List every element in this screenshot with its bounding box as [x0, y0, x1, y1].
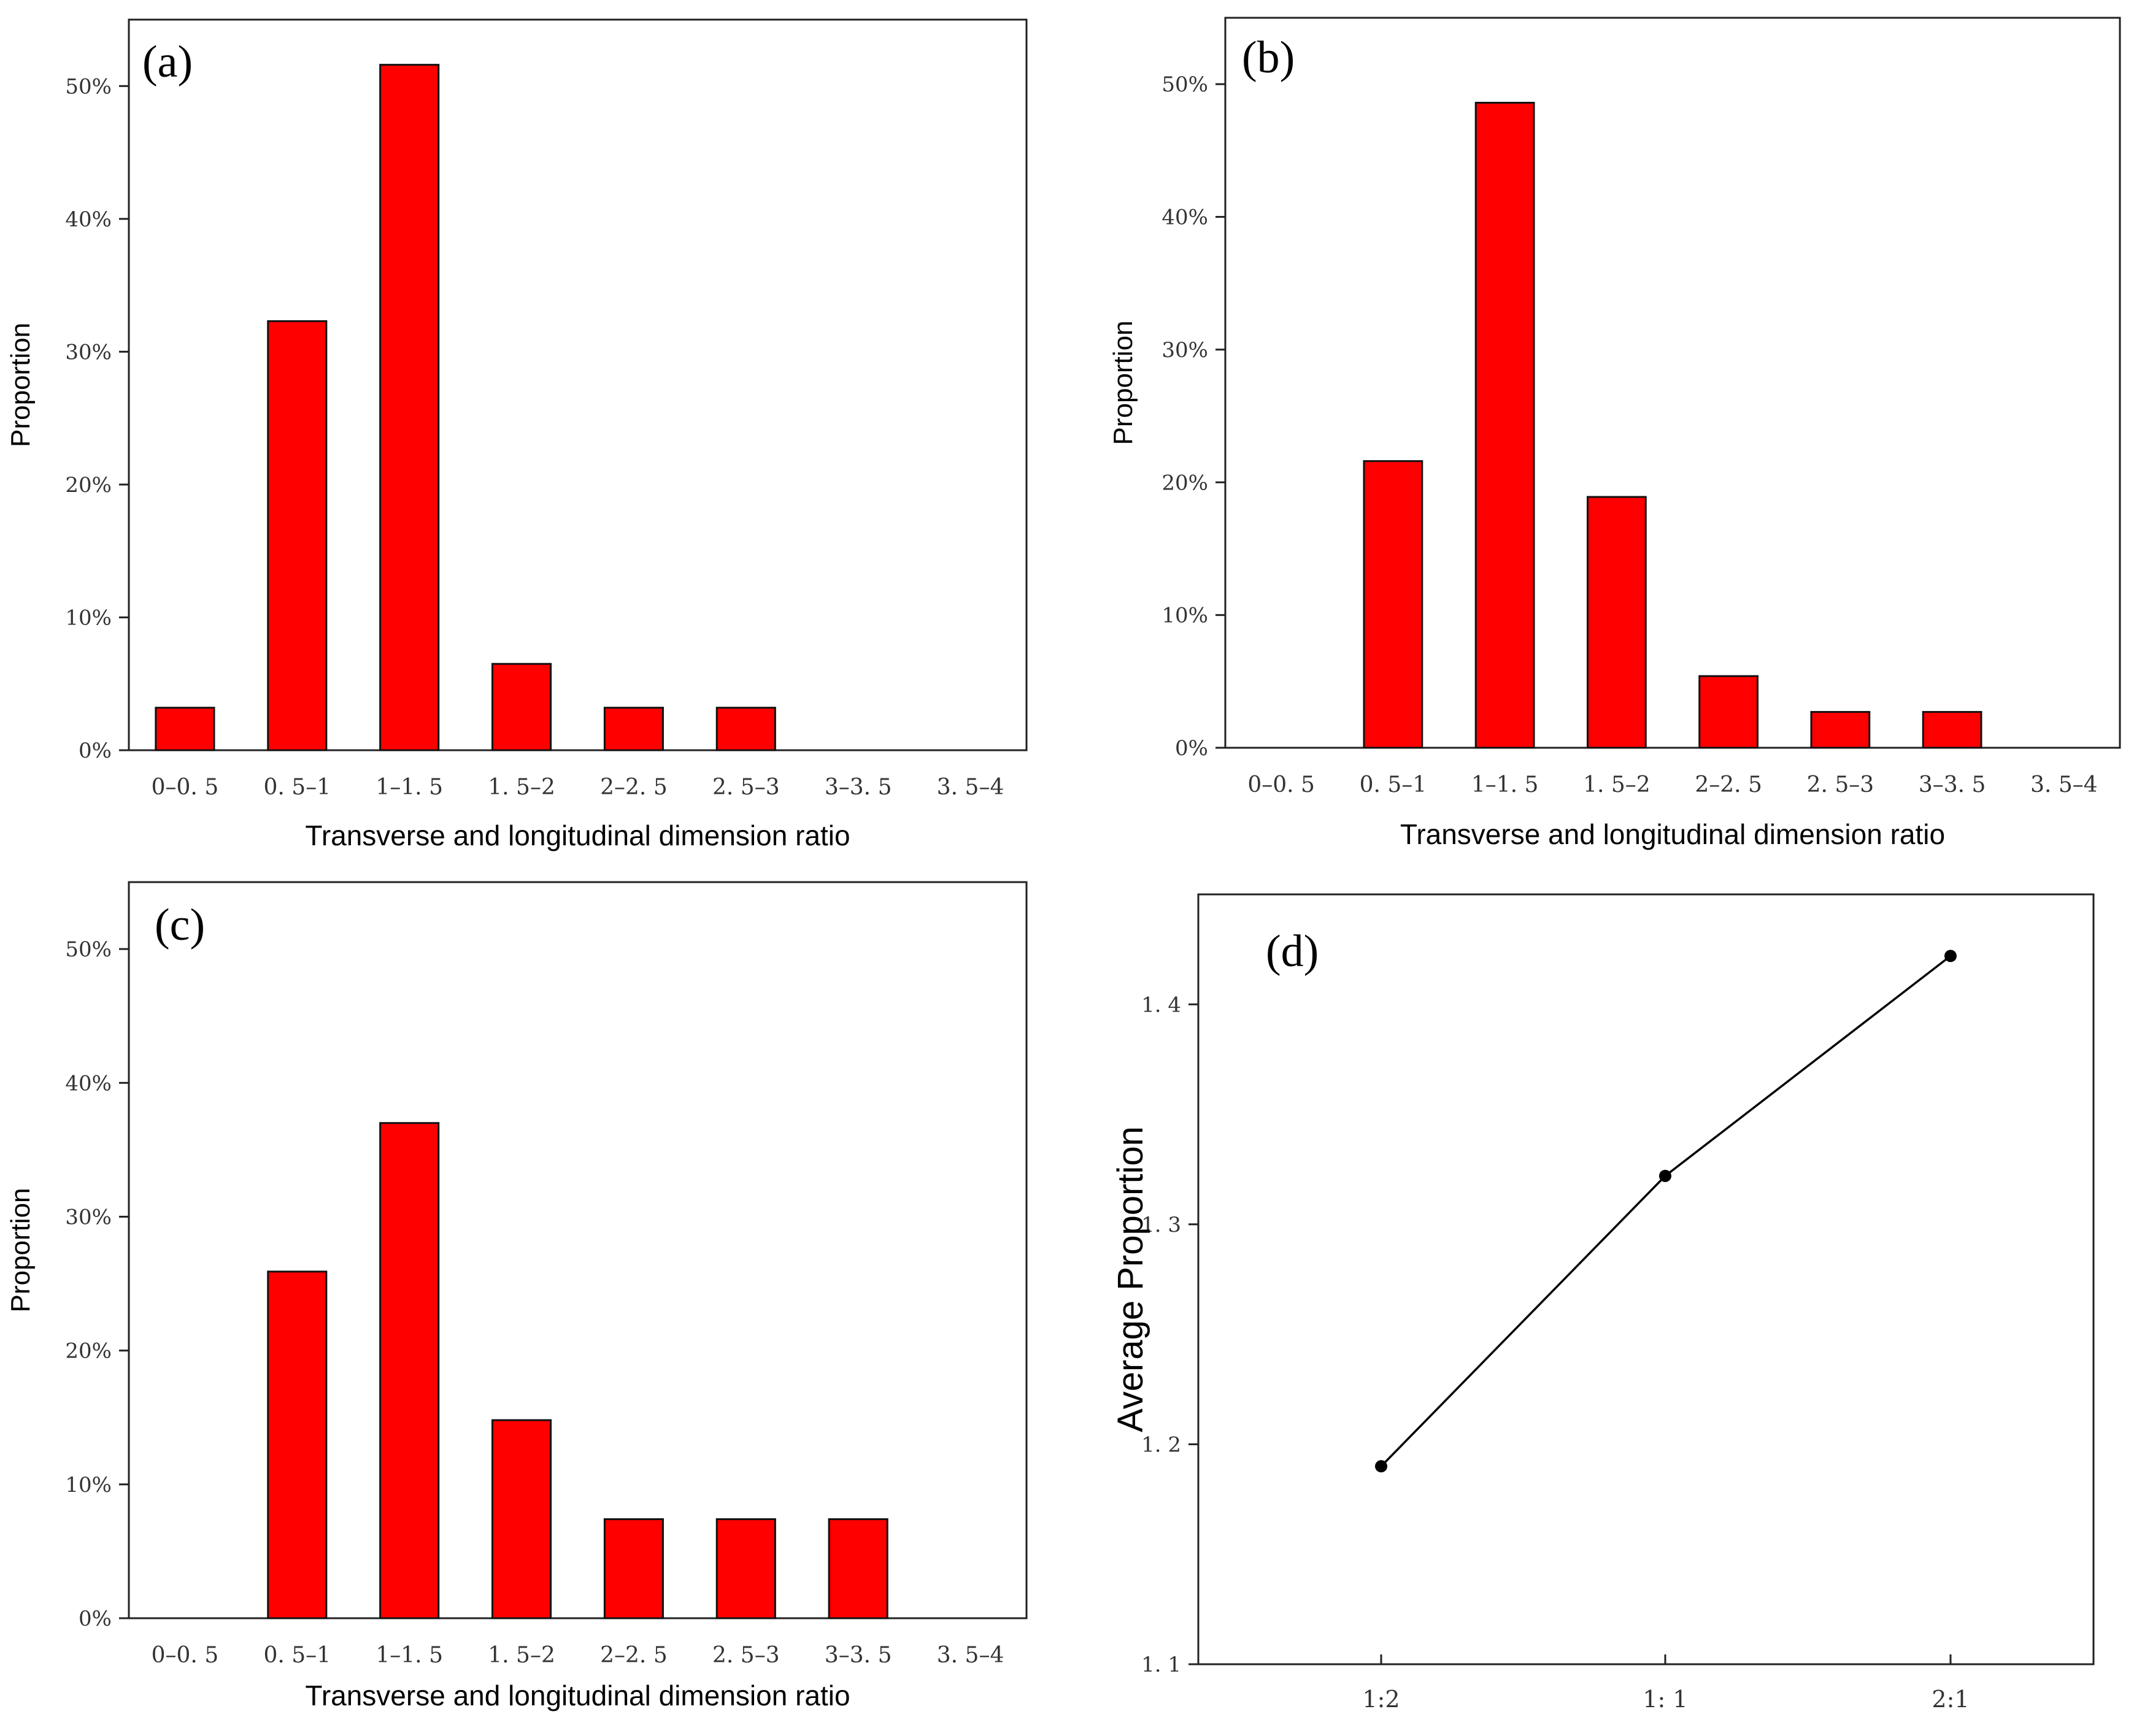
chart-panel-d: 1. 1 1. 2 1. 3 1. 4 Average Proportion (d) 1:2… — [1111, 893, 2095, 1713]
x-tick-label: 2–2. 5 — [600, 775, 668, 800]
bar-2.5-3 — [715, 1518, 776, 1619]
x-tick-label: 3. 5–4 — [937, 1643, 1004, 1668]
y-tick-label: 1. 3 — [1141, 1213, 1181, 1237]
panel-label: (a) — [142, 37, 193, 87]
y-tick-label: 1. 2 — [1141, 1432, 1181, 1457]
x-tick-label: 1–1. 5 — [376, 1643, 443, 1668]
x-tick-label: 3–3. 5 — [825, 775, 892, 800]
x-tick-label: 0. 5–1 — [1360, 772, 1427, 797]
y-tick-label: 0% — [79, 739, 112, 763]
x-tick-label: 2–2. 5 — [600, 1643, 668, 1668]
bar-1-1.5 — [1474, 101, 1535, 749]
bar-1.5-2 — [491, 1419, 552, 1619]
y-tick-label: 40% — [65, 207, 112, 232]
bar-0.5-1 — [1363, 460, 1423, 749]
y-tick-label: 10% — [65, 605, 112, 630]
y-tick-label: 20% — [65, 473, 112, 497]
data-point-1:1 — [1659, 1169, 1671, 1182]
data-point-2:1 — [1944, 950, 1957, 962]
y-tick-label: 0% — [79, 1607, 112, 1631]
bar-2-2.5 — [603, 1518, 664, 1619]
y-tick-label: 1. 1 — [1141, 1653, 1181, 1677]
y-tick-label: 40% — [1161, 205, 1208, 230]
x-tick-label: 2. 5–3 — [712, 775, 780, 800]
bar-2.5-3 — [1810, 711, 1871, 749]
bar-1-1.5 — [379, 1122, 440, 1619]
bar-1.5-2 — [491, 663, 552, 751]
x-tick-label: 1. 5–2 — [488, 775, 555, 800]
plot-frame — [128, 881, 1028, 1619]
plot-frame — [1224, 17, 2121, 749]
y-axis-title: Proportion — [6, 323, 36, 447]
x-axis-title: Transverse and longitudinal dimension ra… — [305, 820, 850, 851]
x-axis-title: Transverse and longitudinal dimension ra… — [305, 1680, 850, 1711]
y-tick-label: 30% — [65, 1205, 112, 1229]
panel-label: (c) — [155, 900, 205, 950]
y-axis-title: Proportion — [1108, 320, 1138, 445]
y-tick-label: 0% — [1175, 736, 1208, 761]
x-tick-label: 0–0. 5 — [1247, 772, 1315, 797]
x-tick-label: 1–1. 5 — [376, 775, 443, 800]
y-tick-label: 10% — [65, 1473, 112, 1497]
y-tick-label: 50% — [65, 74, 112, 99]
x-tick-label: 1–1. 5 — [1471, 772, 1539, 797]
bar-1.5-2 — [1586, 496, 1647, 749]
x-tick-label: 3–3. 5 — [1919, 772, 1986, 797]
y-tick-label: 10% — [1161, 604, 1208, 628]
y-tick-label: 50% — [1161, 72, 1208, 97]
y-tick-label: 30% — [1161, 338, 1208, 363]
chart-panel-b: 0% 10% 20% 30% 40% 50% Proportion (b) 0–0. 5 0. 5… — [1108, 17, 2121, 850]
x-tick-label: 3. 5–4 — [937, 775, 1004, 800]
bar-2-2.5 — [1698, 675, 1759, 749]
x-tick-label: 1: 1 — [1643, 1686, 1687, 1713]
x-tick-label: 3. 5–4 — [2030, 772, 2098, 797]
y-axis-title: Average Proportion — [1111, 1126, 1150, 1432]
y-axis-title: Proportion — [6, 1188, 36, 1312]
bar-0.5-1 — [267, 320, 328, 751]
y-tick-label: 50% — [65, 937, 112, 962]
x-tick-label: 0–0. 5 — [152, 775, 219, 800]
x-axis-title: Transverse and longitudinal dimension ra… — [1400, 818, 1945, 850]
plot-frame — [128, 18, 1028, 751]
x-tick-label: 1. 5–2 — [1583, 772, 1651, 797]
y-tick-label: 20% — [1161, 470, 1208, 495]
x-tick-label: 3–3. 5 — [825, 1643, 892, 1668]
x-tick-label: 1. 5–2 — [488, 1643, 555, 1668]
chart-panel-c: 0% 10% 20% 30% 40% 50% Proportion (c) 0–0. 5 0. 5… — [6, 881, 1028, 1711]
y-tick-label: 30% — [65, 340, 112, 364]
x-tick-label: 2. 5–3 — [1807, 772, 1874, 797]
bar-0-0.5 — [155, 707, 215, 751]
panel-label: (d) — [1266, 926, 1319, 977]
x-tick-label: 2–2. 5 — [1695, 772, 1762, 797]
y-tick-label: 20% — [65, 1339, 112, 1364]
bar-0.5-1 — [267, 1270, 328, 1619]
chart-panel-a: 0% 10% 20% 30% 40% 50% Proportion (a) 0–0. 5 0. 5… — [6, 18, 1028, 851]
data-point-1:2 — [1375, 1460, 1387, 1473]
bar-2-2.5 — [603, 707, 664, 751]
x-tick-label: 2. 5–3 — [712, 1643, 780, 1668]
x-tick-label: 1:2 — [1362, 1686, 1400, 1713]
panel-label: (b) — [1242, 33, 1295, 83]
x-tick-label: 0. 5–1 — [264, 775, 331, 800]
bar-2.5-3 — [715, 707, 776, 751]
bar-3-3.5 — [828, 1518, 888, 1619]
plot-frame — [1197, 893, 2095, 1665]
bar-3-3.5 — [1922, 711, 1982, 749]
bar-1-1.5 — [379, 64, 440, 751]
series-line — [1380, 955, 1952, 1467]
x-tick-label: 2:1 — [1932, 1686, 1969, 1713]
x-tick-label: 0–0. 5 — [152, 1643, 219, 1668]
y-tick-label: 1. 4 — [1141, 993, 1181, 1017]
y-tick-label: 40% — [65, 1071, 112, 1096]
x-tick-label: 0. 5–1 — [264, 1643, 331, 1668]
